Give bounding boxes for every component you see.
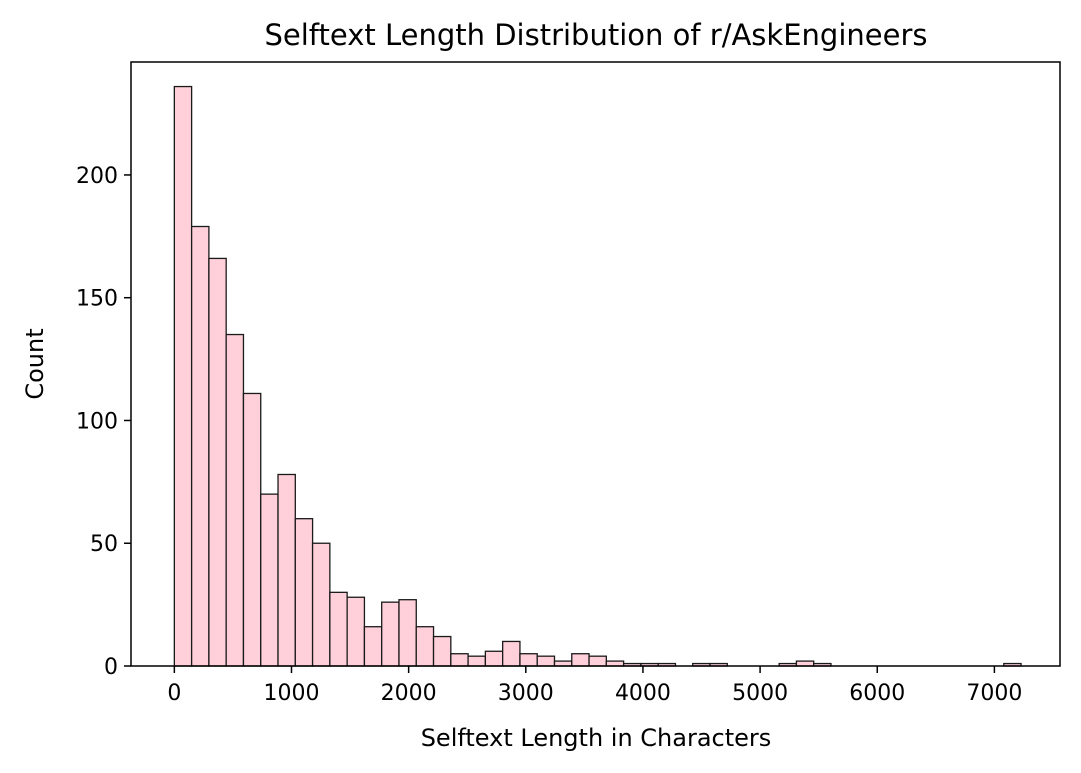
- x-tick-label: 0: [167, 681, 181, 706]
- x-tick-label: 3000: [498, 681, 554, 706]
- histogram-bar: [329, 591, 348, 667]
- ticks-group: 0 1000 2000 3000 4000 5000 6000 7000 0 50 100 150 20…: [76, 164, 1022, 706]
- chart-title: Selftext Length Distribution of r/AskEng…: [265, 18, 928, 52]
- histogram-bar: [260, 493, 279, 667]
- histogram-bar: [242, 392, 262, 667]
- histogram-bar: [432, 635, 452, 667]
- histogram-bar: [294, 518, 314, 667]
- histogram-bar: [484, 650, 504, 667]
- plot-frame: [130, 61, 1061, 667]
- histogram-bar: [225, 333, 245, 667]
- bars-group: [173, 85, 1022, 667]
- histogram-bar: [190, 225, 210, 667]
- x-tick-label: 6000: [849, 681, 905, 706]
- y-tick-label: 200: [76, 164, 118, 189]
- histogram-bar: [311, 542, 331, 667]
- histogram-bar: [502, 640, 521, 667]
- x-axis-label: Selftext Length in Characters: [421, 724, 772, 752]
- histogram-bar: [588, 655, 607, 667]
- y-tick-label: 50: [90, 532, 118, 557]
- histogram-bar: [381, 601, 400, 667]
- histogram-bar: [208, 257, 227, 667]
- y-tick-label: 150: [76, 287, 118, 312]
- histogram-bar: [415, 626, 435, 667]
- histogram-bar: [173, 85, 193, 667]
- histogram-bar: [450, 653, 469, 667]
- histogram-bar: [536, 655, 556, 667]
- histogram-bar: [571, 653, 590, 667]
- x-tick-label: 4000: [615, 681, 671, 706]
- histogram-bar: [346, 596, 366, 667]
- histogram-bar: [398, 599, 417, 667]
- histogram-bar: [277, 473, 296, 667]
- histogram-bar: [363, 626, 383, 667]
- y-axis-label: Count: [21, 328, 49, 399]
- y-tick-label: 100: [76, 409, 118, 434]
- histogram-bar: [467, 655, 487, 667]
- x-tick-label: 1000: [263, 681, 319, 706]
- histogram-bar: [519, 653, 538, 667]
- x-tick-label: 2000: [381, 681, 437, 706]
- x-tick-label: 5000: [732, 681, 788, 706]
- y-tick-label: 0: [104, 655, 118, 680]
- x-tick-label: 7000: [966, 681, 1022, 706]
